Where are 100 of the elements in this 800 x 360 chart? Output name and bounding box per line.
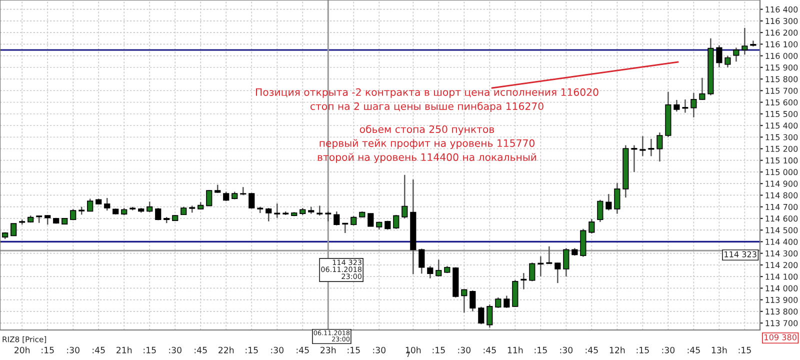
candlestick <box>588 218 595 234</box>
y-tick-label: 114 700 <box>766 204 798 210</box>
y-tick-label: 116 400 <box>766 6 798 12</box>
x-tick-label: :30 <box>169 346 182 354</box>
annotation: первый тейк профит на уровень 115770 <box>320 139 534 149</box>
y-tick-label: 116 300 <box>766 18 798 24</box>
y-tick-label: 115 300 <box>766 134 798 140</box>
x-tick-label: 10h <box>406 346 421 354</box>
candlestick <box>674 99 680 112</box>
y-tick-label: 114 500 <box>766 227 798 234</box>
candlestick <box>554 262 561 284</box>
x-tick-label: :45 <box>688 346 700 354</box>
y-tick-label: 113 900 <box>766 296 798 303</box>
candlestick <box>647 138 655 157</box>
candlestick <box>606 193 612 211</box>
candlestick <box>146 200 153 213</box>
candlestick <box>155 207 162 221</box>
candlestick <box>597 199 604 223</box>
x-tick-label: :45 <box>92 346 105 354</box>
x-tick-label: :15 <box>144 346 156 354</box>
y-tick-label: 115 200 <box>766 146 798 152</box>
y-tick-label: 114 400 <box>766 238 798 245</box>
candlestick <box>273 202 281 218</box>
x-tick-label: :45 <box>586 346 598 354</box>
y-tick-label: 116 100 <box>766 41 798 48</box>
x-tick-label: :30 <box>458 346 471 354</box>
y-tick-label: 116 000 <box>766 52 798 59</box>
x-tick-label: :30 <box>67 346 80 354</box>
annotation: обьем стопа 250 пунктов <box>360 125 494 135</box>
candlestick <box>733 47 740 62</box>
candlestick <box>614 182 620 214</box>
candlestick <box>529 262 536 282</box>
candlestick <box>240 186 246 196</box>
candlestick <box>402 174 408 220</box>
x-tick-label: :15 <box>246 346 258 354</box>
x-tick-label: 13h <box>712 346 727 354</box>
candlestick <box>536 256 544 277</box>
x-tick-label: :45 <box>484 346 496 354</box>
candlestick <box>563 247 570 278</box>
candlestick <box>223 191 230 202</box>
x-tick-label: :45 <box>296 346 309 354</box>
annotation: второй на уровень 114400 на локальный <box>318 153 536 163</box>
candlestick <box>690 92 697 118</box>
annotation: стоп на 2 шага цены выше пинбара 116270 <box>310 102 544 112</box>
candlestick <box>266 207 272 222</box>
candlestick <box>520 272 528 290</box>
x-tick-label: :15 <box>636 346 649 354</box>
x-tick-label: 22h <box>218 346 234 354</box>
y-tick-label: 115 100 <box>766 157 798 164</box>
x-tick-label: 23h <box>320 346 336 354</box>
candlestick <box>630 144 638 173</box>
candlestick <box>427 265 434 279</box>
y-tick-label: 114 100 <box>766 274 798 280</box>
candlestick <box>478 306 484 325</box>
candlestick <box>656 132 663 162</box>
candlestick <box>334 210 340 226</box>
y-tick-label: 115 800 <box>766 76 798 82</box>
candlestick <box>436 259 442 278</box>
candlestick <box>461 288 468 314</box>
y-tick-label: 115 700 <box>766 88 798 94</box>
x-tick-label: :15 <box>738 346 751 354</box>
y-tick-label: 114 900 <box>766 180 798 187</box>
y-tick-label: 113 700 <box>766 320 798 326</box>
candlestick <box>10 223 17 236</box>
y-tick-label: 115 500 <box>766 110 798 118</box>
candlestick <box>716 44 722 68</box>
candlestick <box>750 40 756 48</box>
candlestick <box>393 214 400 230</box>
candlestick <box>418 248 425 274</box>
y-tick-label: 114 600 <box>766 216 798 222</box>
candlestick <box>640 136 646 157</box>
x-tick-label: :15 <box>432 346 445 354</box>
candlestick <box>742 27 748 56</box>
x-tick-label: :30 <box>271 346 284 354</box>
x-tick-label: :30 <box>373 346 386 354</box>
y-tick-label: 114 800 <box>766 192 798 198</box>
x-tick-label: 11h <box>508 346 523 354</box>
candlestick <box>699 77 706 101</box>
candlestick <box>545 246 553 264</box>
candlestick <box>470 290 476 312</box>
annotation: Позиция открыта -2 контракта в шорт цена исполнения 116020 <box>256 88 598 98</box>
candlestick <box>724 55 731 68</box>
candlestick <box>504 295 510 309</box>
x-tick-label: 12h <box>610 346 625 354</box>
y-tick-label: 115 600 <box>766 99 798 106</box>
annotation: 114 323 <box>724 251 756 258</box>
x-tick-label: 21h <box>116 346 132 354</box>
x-tick-label: :15 <box>348 346 360 354</box>
y-tick-label: 114 200 <box>766 262 798 268</box>
y-tick-label: 115 000 <box>766 169 798 176</box>
candlestick <box>316 205 324 216</box>
text: 109 380 <box>764 334 796 340</box>
x-tick-label: :45 <box>194 346 207 354</box>
candlestick <box>486 304 493 328</box>
y-tick-label: 115 400 <box>766 122 798 129</box>
candlestick <box>324 210 332 222</box>
candlestick <box>350 216 357 226</box>
candlestick <box>104 197 110 212</box>
y-tick-label: 114 000 <box>766 285 798 292</box>
candlestick <box>87 198 94 212</box>
